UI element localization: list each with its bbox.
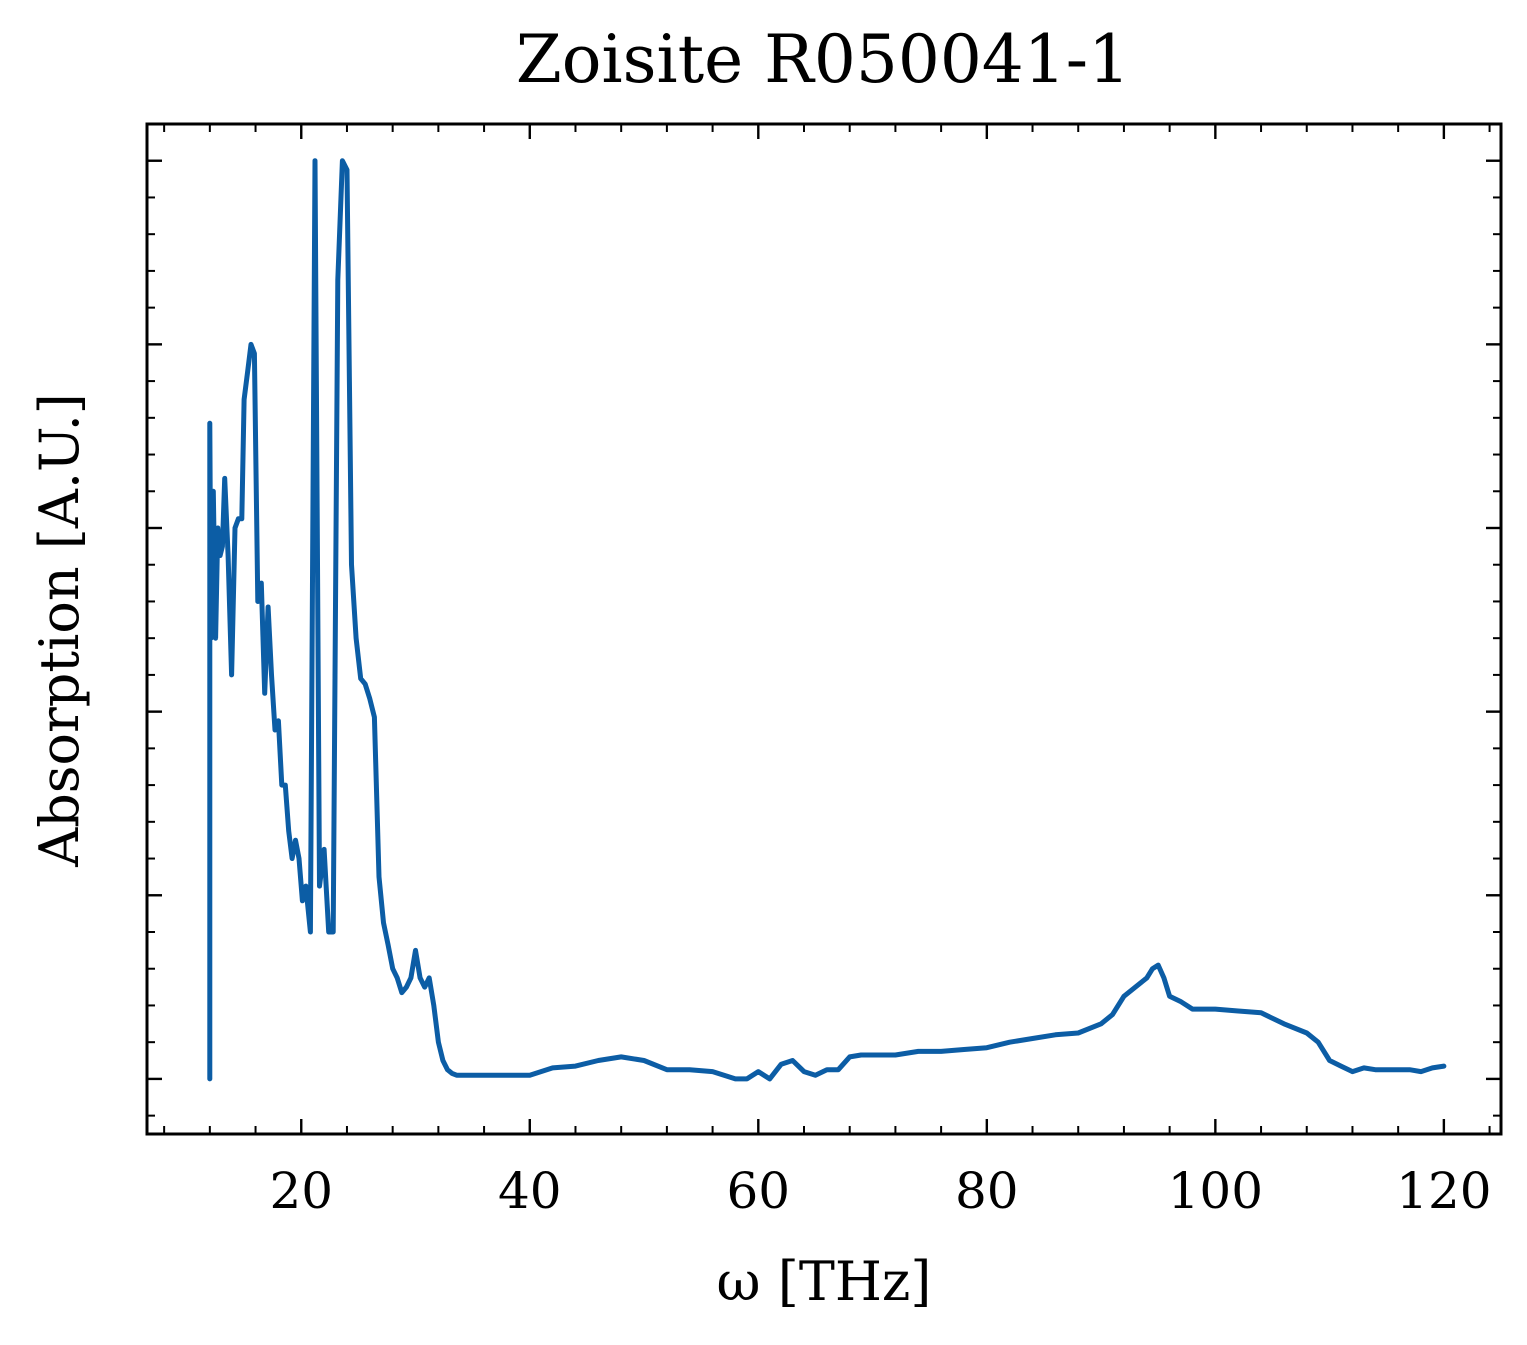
- x-axis-label: ω [THz]: [717, 1250, 932, 1313]
- x-tick-label: 60: [726, 1162, 790, 1220]
- x-tick-label: 100: [1168, 1162, 1263, 1220]
- x-tick-label: 40: [498, 1162, 562, 1220]
- y-axis-label: Absorption [A.U.]: [28, 393, 91, 868]
- plot-frame: [145, 122, 1503, 1136]
- series-group: [207, 158, 1447, 1082]
- x-tick-label: 80: [955, 1162, 1019, 1220]
- chart-title: Zoisite R050041-1: [516, 21, 1130, 98]
- x-tick-label: 20: [269, 1162, 333, 1220]
- series-line-1: [207, 158, 1447, 1082]
- x-tick-labels: 20 40 60 80 100 120: [269, 1162, 1491, 1220]
- x-tick-label: 120: [1396, 1162, 1491, 1220]
- major-ticks: [147, 124, 1501, 1134]
